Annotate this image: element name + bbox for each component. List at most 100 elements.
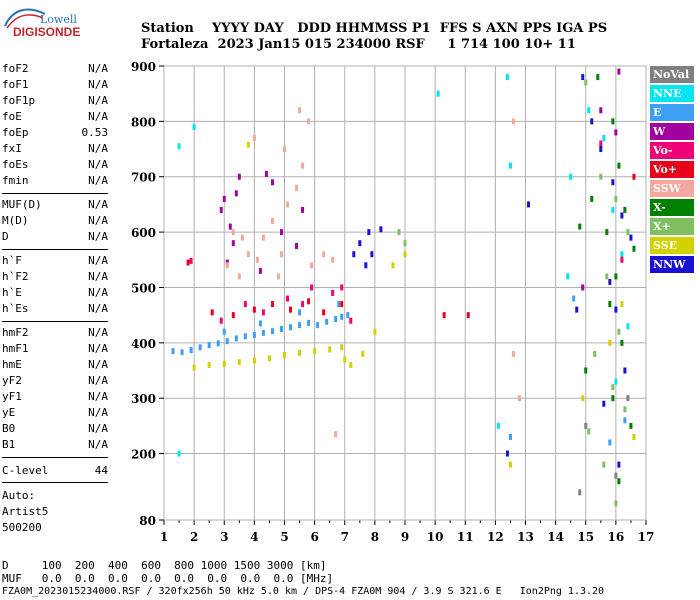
data-point: [207, 342, 211, 349]
data-point: [575, 306, 579, 313]
data-point: [569, 173, 573, 180]
param-value: N/A: [88, 358, 108, 371]
legend-item: NNW: [650, 256, 694, 273]
data-point: [331, 290, 335, 296]
data-point: [237, 273, 241, 280]
data-point: [246, 251, 250, 258]
data-point: [298, 322, 302, 329]
data-point: [189, 347, 193, 354]
scaling-info-line: 500200: [2, 521, 42, 534]
param-name: fmin: [2, 174, 29, 187]
data-point: [286, 201, 290, 208]
muf-row: MUF 0.0 0.0 0.0 0.0 0.0 0.0 0.0 0.0 [MHz…: [2, 572, 334, 585]
data-point: [466, 312, 470, 319]
data-point: [270, 218, 274, 225]
param-separator: [2, 321, 108, 322]
data-point: [623, 417, 627, 424]
data-point: [505, 74, 509, 81]
data-point: [581, 395, 585, 402]
param-value: N/A: [88, 326, 108, 339]
param-value: N/A: [88, 342, 108, 355]
param-name: foEp: [2, 126, 29, 139]
param-value: N/A: [88, 174, 108, 187]
data-point: [352, 251, 356, 258]
data-point: [593, 350, 597, 357]
data-point: [632, 245, 636, 252]
data-point: [258, 320, 262, 327]
legend-item: W: [650, 123, 694, 140]
data-point: [614, 472, 618, 479]
data-point: [602, 400, 606, 407]
data-point: [225, 338, 229, 345]
data-point: [608, 301, 612, 308]
param-row: B0 N/A: [2, 422, 108, 436]
data-point: [270, 179, 274, 186]
param-row: foE N/A: [2, 110, 108, 124]
param-value: N/A: [88, 62, 108, 75]
x-tick-label: 8: [371, 530, 379, 544]
data-point: [216, 340, 220, 347]
data-point: [608, 278, 612, 285]
data-point: [301, 206, 305, 213]
x-tick-label: 6: [310, 530, 318, 544]
data-point: [517, 395, 521, 402]
data-point: [617, 461, 621, 468]
x-tick-label: 13: [517, 530, 534, 544]
data-point: [358, 240, 362, 247]
data-point: [252, 306, 256, 313]
data-point: [328, 346, 332, 353]
y-tick-label: 200: [131, 448, 156, 462]
data-point: [599, 146, 603, 153]
legend-item: E: [650, 104, 694, 121]
legend-item: NoVal: [650, 66, 694, 83]
param-row: B1 N/A: [2, 438, 108, 452]
data-point: [261, 234, 265, 241]
data-point: [623, 367, 627, 374]
param-row: fmin N/A: [2, 174, 108, 188]
param-value: N/A: [88, 94, 108, 107]
data-point: [222, 360, 226, 367]
x-tick-label: 17: [638, 530, 655, 544]
legend-item: SSW: [650, 180, 694, 197]
data-point: [584, 79, 588, 86]
x-tick-label: 15: [577, 530, 594, 544]
data-point: [626, 395, 630, 402]
param-name: foF2: [2, 62, 29, 75]
data-point: [578, 223, 582, 230]
param-name: foE: [2, 110, 22, 123]
param-row: D N/A: [2, 230, 108, 244]
param-value: N/A: [88, 78, 108, 91]
x-tick-label: 10: [427, 530, 444, 544]
data-point: [611, 384, 615, 391]
data-point: [289, 324, 293, 331]
data-point: [349, 317, 353, 324]
param-name: h`E: [2, 286, 22, 299]
param-value: N/A: [88, 422, 108, 435]
data-point: [364, 262, 368, 269]
data-point: [581, 284, 585, 291]
data-point: [505, 450, 509, 457]
data-point: [629, 422, 633, 429]
data-point: [620, 301, 624, 308]
param-row: hmF2 N/A: [2, 326, 108, 340]
data-point: [307, 298, 311, 305]
param-row: MUF(D) N/A: [2, 198, 108, 212]
data-point: [340, 284, 344, 291]
data-point: [301, 162, 305, 169]
param-row: h`F N/A: [2, 254, 108, 268]
data-point: [349, 361, 353, 368]
data-point: [252, 134, 256, 141]
data-point: [225, 262, 229, 269]
data-point: [611, 179, 615, 186]
data-point: [301, 301, 305, 308]
param-name: MUF(D): [2, 198, 42, 211]
x-tick-label: 2: [190, 530, 198, 544]
data-point: [192, 123, 196, 130]
y-tick-label: 300: [131, 392, 156, 406]
data-point: [231, 312, 235, 319]
data-point: [511, 350, 515, 357]
data-point: [605, 273, 609, 280]
param-value: N/A: [88, 158, 108, 171]
legend-item: X-: [650, 199, 694, 216]
data-point: [189, 257, 193, 264]
